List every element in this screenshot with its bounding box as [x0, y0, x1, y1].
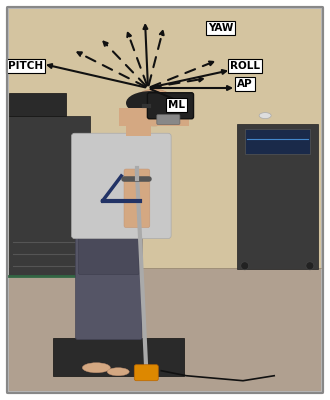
Text: ML: ML	[168, 100, 185, 110]
Circle shape	[306, 262, 314, 270]
Bar	[245, 129, 310, 154]
Ellipse shape	[126, 91, 175, 115]
Bar	[237, 124, 318, 269]
FancyBboxPatch shape	[76, 228, 142, 340]
Bar	[9, 268, 321, 391]
FancyBboxPatch shape	[79, 235, 139, 274]
Bar	[9, 116, 90, 276]
FancyBboxPatch shape	[124, 169, 150, 228]
Text: ROLL: ROLL	[230, 61, 260, 71]
FancyBboxPatch shape	[7, 7, 323, 393]
Text: AP: AP	[237, 79, 253, 89]
Bar	[126, 125, 151, 136]
Ellipse shape	[107, 368, 129, 376]
Circle shape	[241, 262, 249, 270]
FancyBboxPatch shape	[157, 115, 180, 124]
Bar	[53, 338, 184, 376]
Ellipse shape	[131, 89, 178, 126]
Bar	[9, 9, 321, 268]
FancyBboxPatch shape	[72, 133, 171, 238]
Bar	[119, 108, 189, 126]
Ellipse shape	[82, 363, 110, 373]
Ellipse shape	[259, 113, 271, 119]
Bar	[9, 93, 66, 116]
Text: YAW: YAW	[208, 23, 233, 33]
FancyBboxPatch shape	[134, 365, 158, 381]
Text: PITCH: PITCH	[8, 61, 43, 71]
FancyBboxPatch shape	[148, 93, 193, 119]
